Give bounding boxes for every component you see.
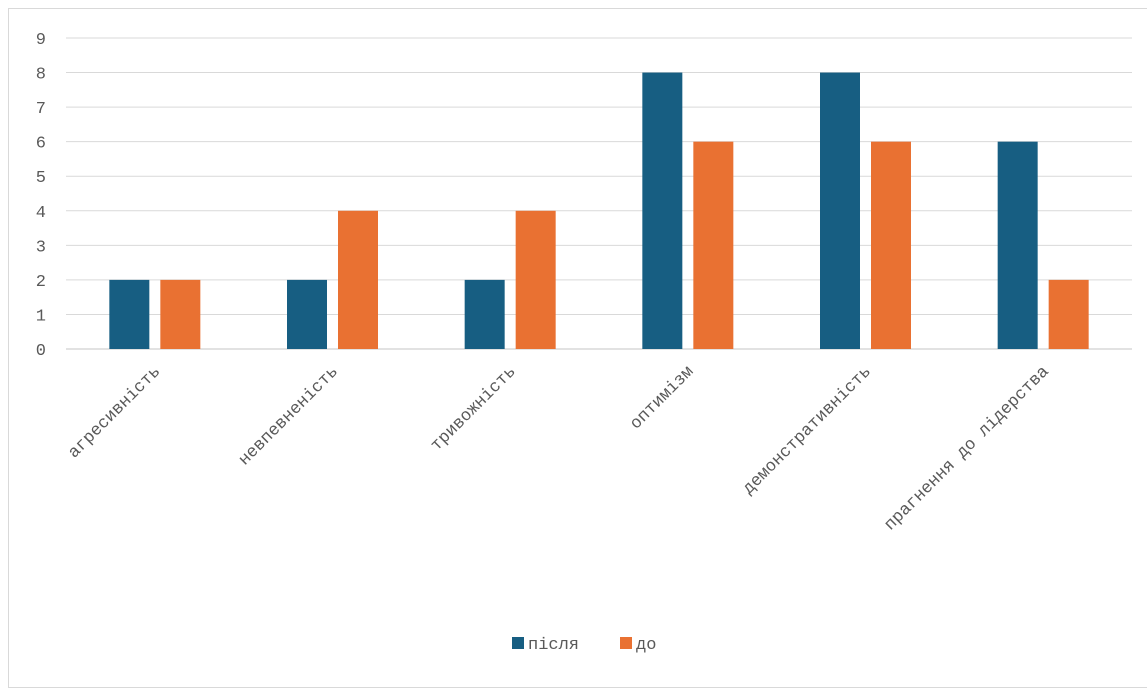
x-category-label: невпевненість — [236, 363, 343, 470]
bar-after-3 — [642, 72, 683, 350]
x-category-label: демонстративність — [740, 363, 876, 499]
y-tick-label: 4 — [36, 204, 46, 223]
bar-before-4 — [871, 141, 911, 349]
y-tick-label: 2 — [36, 273, 46, 292]
legend-label-after: після — [528, 636, 579, 655]
y-tick-label: 5 — [36, 169, 46, 188]
bar-after-1 — [287, 279, 327, 349]
y-tick-label: 9 — [36, 31, 46, 50]
bar-after-5 — [997, 141, 1038, 349]
bar-before-0 — [160, 279, 201, 349]
bar-after-2 — [464, 279, 505, 349]
gridlines — [66, 37, 1132, 350]
x-category-label: агресивність — [65, 363, 165, 463]
bars — [109, 72, 1089, 350]
bar-before-1 — [338, 210, 378, 349]
legend-label-before: до — [636, 636, 656, 655]
y-tick-label: 3 — [36, 238, 46, 257]
bar-before-5 — [1048, 279, 1089, 349]
y-tick-label: 0 — [36, 342, 46, 361]
legend-swatch-before — [620, 637, 632, 649]
y-tick-label: 8 — [36, 66, 46, 85]
y-tick-label: 7 — [36, 100, 46, 119]
legend: після до — [512, 636, 656, 655]
bar-after-4 — [820, 72, 860, 350]
y-tick-label: 1 — [36, 307, 46, 326]
y-axis-ticks: 0 1 2 3 4 5 6 7 8 9 — [36, 31, 46, 361]
x-category-label: оптимізм — [627, 363, 698, 434]
legend-swatch-after — [512, 637, 524, 649]
y-tick-label: 6 — [36, 135, 46, 154]
x-category-label: прагнення до лідерства — [881, 363, 1053, 535]
x-category-label: тривожність — [428, 363, 521, 456]
x-axis-labels: агресивність невпевненість тривожність опти… — [65, 363, 1053, 535]
bar-before-2 — [515, 210, 556, 349]
bar-after-0 — [109, 279, 150, 349]
bar-before-3 — [693, 141, 734, 349]
